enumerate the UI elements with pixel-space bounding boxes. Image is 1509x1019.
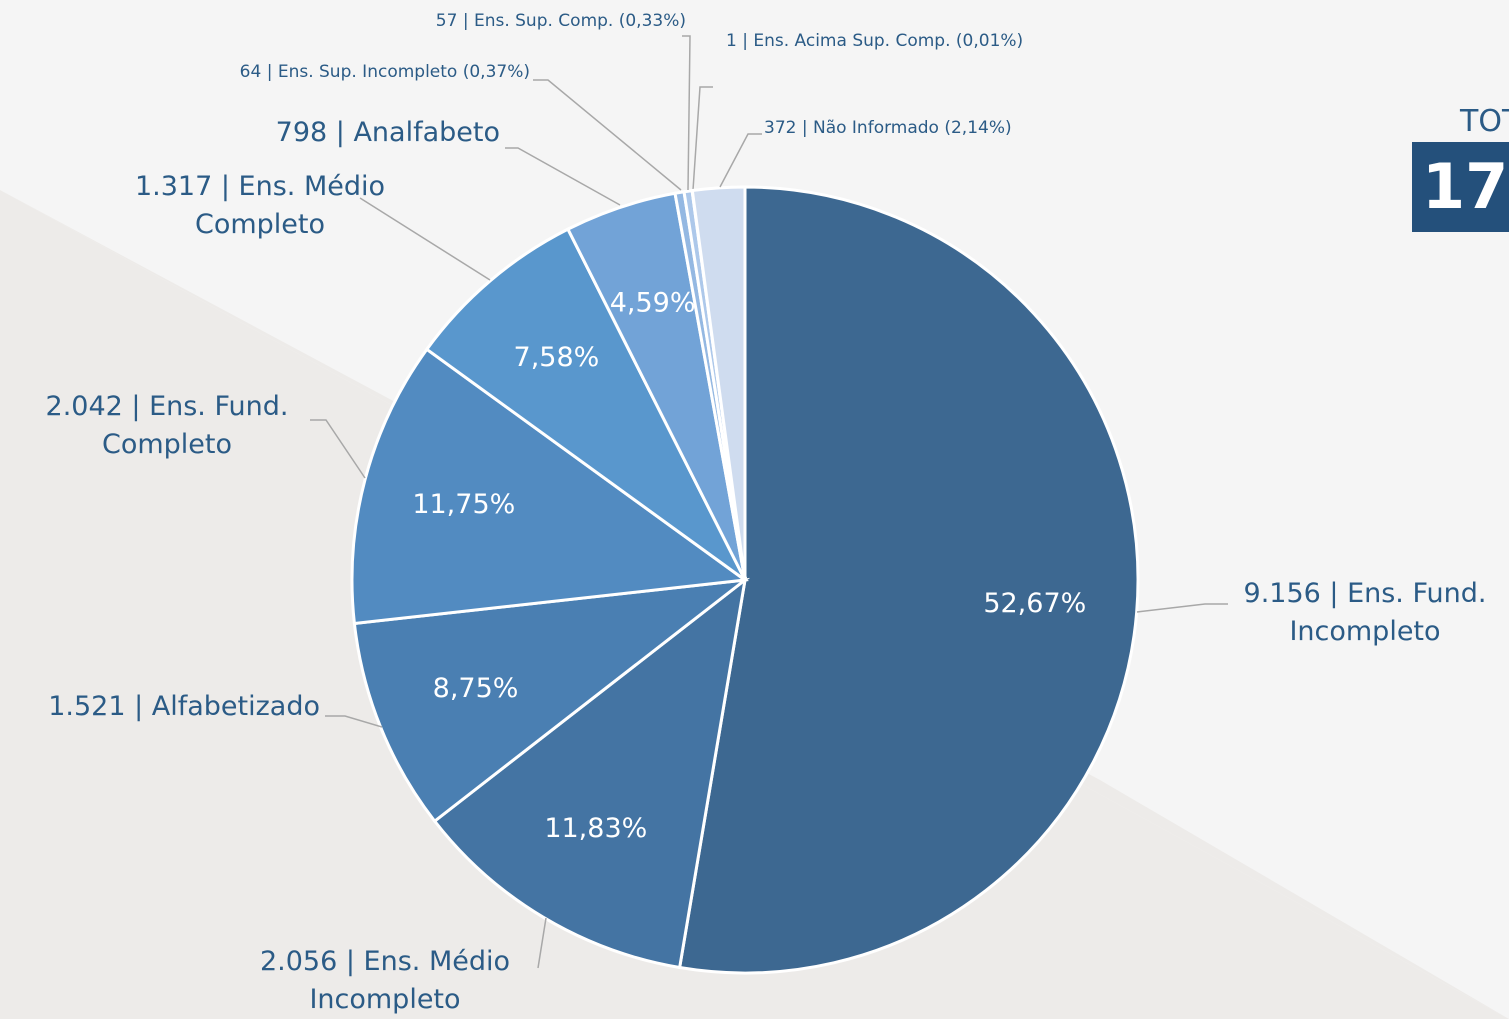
category-label: 372 | Não Informado (2,14%) (764, 118, 1012, 138)
leader-line (682, 35, 691, 191)
slice-label: 7,58% (514, 342, 600, 373)
slice-label: 4,59% (610, 288, 696, 319)
category-label: 57 | Ens. Sup. Comp. (0,33%) (435, 11, 686, 31)
leader-line (692, 86, 713, 191)
pie-slice (677, 185, 1140, 975)
slice-label: 11,83% (544, 813, 647, 844)
category-label: 9.156 | Ens. Fund. Incompleto (1243, 578, 1487, 647)
leader-line (1136, 603, 1228, 613)
category-label: 2.056 | Ens. Médio Incompleto (259, 946, 511, 1015)
total-label: TOTAL (1460, 104, 1509, 139)
leader-line (719, 133, 762, 188)
category-label: 1.521 | Alfabetizado (48, 691, 320, 722)
category-label: 2.042 | Ens. Fund. Completo (45, 391, 289, 460)
pie-slice (424, 227, 747, 582)
slice-label: 8,75% (433, 673, 519, 704)
category-label: 64 | Ens. Sup. Incompleto (0,37%) (239, 62, 530, 82)
pie-slice (690, 185, 747, 581)
leader-line (505, 147, 621, 206)
slice-label: 11,75% (412, 489, 515, 520)
leader-line (310, 419, 366, 479)
leader-line (533, 79, 682, 191)
total-value: 17.384 (1412, 142, 1509, 232)
leader-line (325, 715, 383, 728)
leader-line (537, 917, 547, 969)
category-label: 1.317 | Ens. Médio Completo (134, 171, 386, 240)
slice-label: 52,67% (983, 588, 1086, 619)
pie-slice (352, 577, 751, 824)
pie-slice (432, 576, 748, 970)
category-label: 1 | Ens. Acima Sup. Comp. (0,01%) (726, 31, 1024, 51)
pie-slice (350, 347, 750, 626)
category-label: 798 | Analfabeto (275, 117, 500, 148)
leader-line (359, 197, 491, 281)
